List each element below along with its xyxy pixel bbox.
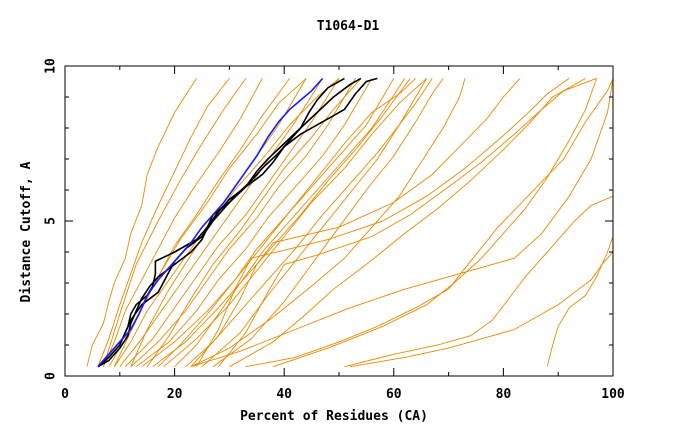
series-line-orange-16 xyxy=(113,78,307,367)
series-line-orange-12 xyxy=(135,78,373,368)
series-line-orange-30 xyxy=(245,78,614,368)
x-tick-label: 40 xyxy=(276,387,292,402)
series-line-orange-13 xyxy=(141,78,395,368)
series-line-orange-5 xyxy=(97,78,230,367)
y-tick-label: 10 xyxy=(44,58,59,74)
x-tick-label: 20 xyxy=(167,387,183,402)
y-tick-label: 0 xyxy=(44,372,59,380)
series-line-blue-3 xyxy=(97,77,324,368)
axis-ticks: 0 20 40 60 80 100 0 5 10 xyxy=(44,58,625,402)
series-line-orange-26 xyxy=(190,78,521,367)
series-line-orange-23 xyxy=(190,78,466,368)
series-line-orange-6 xyxy=(102,78,263,367)
series-line-black-1 xyxy=(97,77,378,368)
series-line-orange-21 xyxy=(157,78,417,368)
series-line-orange-11 xyxy=(130,78,356,368)
x-tick-label: 60 xyxy=(386,387,402,402)
y-axis-label: Distance Cutoff, A xyxy=(19,161,34,302)
series-line-black-2 xyxy=(97,77,345,368)
series-line-orange-28 xyxy=(229,78,586,368)
x-tick-label: 100 xyxy=(601,387,625,402)
chart-title: T1064-D1 xyxy=(317,19,380,34)
x-tick-label: 0 xyxy=(61,387,69,402)
series-line-orange-20 xyxy=(102,78,247,367)
series-line-orange-25 xyxy=(212,78,444,368)
series-line-orange-29 xyxy=(218,77,597,367)
y-tick-label: 5 xyxy=(44,217,59,225)
series-line-orange-22 xyxy=(185,78,433,368)
series-line-orange-27 xyxy=(196,78,570,367)
x-tick-label: 80 xyxy=(496,387,512,402)
series-line-orange-19 xyxy=(174,78,406,368)
series-line-orange-14 xyxy=(152,78,411,368)
series-line-orange-31 xyxy=(190,78,614,368)
series-line-orange-10 xyxy=(124,78,340,368)
series-line-orange-35 xyxy=(546,236,614,367)
series-line-orange-18 xyxy=(146,78,362,367)
x-axis-label: Percent of Residues (CA) xyxy=(240,409,428,424)
series-line-orange-9 xyxy=(119,78,323,367)
series-line-orange-34 xyxy=(349,251,614,368)
series-line-orange-32 xyxy=(273,78,598,368)
series-line-orange-33 xyxy=(344,195,614,368)
series-line-orange-24 xyxy=(201,78,428,368)
series-line-orange-4 xyxy=(86,78,197,367)
plot-area xyxy=(86,77,614,368)
